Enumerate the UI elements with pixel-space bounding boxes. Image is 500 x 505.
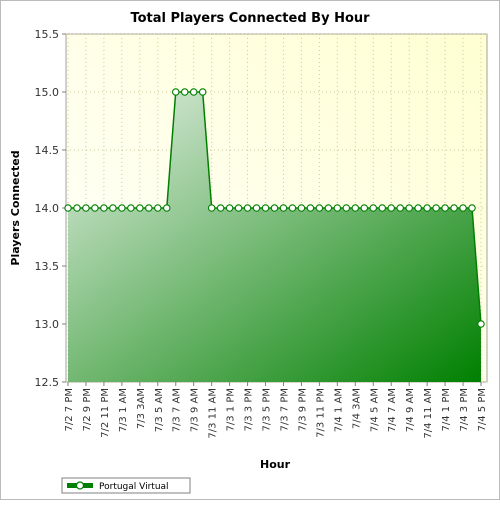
data-point bbox=[216, 204, 225, 212]
x-tick-label: 7/3 3AM bbox=[136, 388, 147, 429]
data-point bbox=[243, 204, 252, 212]
y-tick-label: 13.0 bbox=[35, 318, 60, 331]
x-axis: 7/2 7 PM 7/2 9 PM 7/2 11 PM 7/3 1 AM 7/3 3AM… bbox=[64, 382, 488, 439]
x-tick-label: 7/2 9 PM bbox=[82, 388, 93, 431]
data-point bbox=[82, 204, 90, 212]
data-point bbox=[342, 204, 351, 212]
data-point bbox=[432, 204, 440, 212]
data-point bbox=[136, 204, 144, 212]
y-axis-label: Players Connected bbox=[9, 150, 22, 265]
x-tick-label: 7/3 9 PM bbox=[297, 388, 308, 431]
data-point bbox=[405, 204, 413, 212]
data-point bbox=[73, 204, 81, 212]
data-point bbox=[127, 204, 135, 212]
data-point bbox=[207, 204, 216, 212]
data-point bbox=[387, 204, 395, 212]
x-tick-label: 7/2 7 PM bbox=[64, 388, 75, 431]
x-tick-label: 7/3 3 PM bbox=[244, 388, 255, 431]
data-point bbox=[378, 204, 386, 212]
legend-entry: Portugal Virtual bbox=[99, 482, 169, 492]
data-point bbox=[109, 204, 117, 212]
data-point bbox=[171, 88, 180, 96]
legend-box bbox=[61, 477, 191, 494]
y-tick-label: 14.0 bbox=[35, 202, 60, 215]
data-point bbox=[189, 88, 198, 96]
data-point bbox=[288, 204, 297, 212]
data-point bbox=[234, 204, 243, 212]
chart-title: Total Players Connected By Hour bbox=[130, 11, 370, 26]
data-point bbox=[423, 204, 431, 212]
y-tick-label: 14.5 bbox=[35, 144, 60, 157]
data-point bbox=[360, 204, 369, 212]
x-tick-label: 7/4 1 AM bbox=[333, 388, 344, 432]
data-point bbox=[333, 204, 342, 212]
x-tick-label: 7/3 5 PM bbox=[262, 388, 273, 431]
data-point bbox=[441, 204, 449, 212]
data-point bbox=[351, 204, 360, 212]
x-tick-label: 7/4 3AM bbox=[351, 388, 362, 429]
x-tick-label: 7/4 5 PM bbox=[477, 388, 488, 431]
data-point bbox=[252, 204, 261, 212]
data-point bbox=[414, 204, 422, 212]
data-point bbox=[396, 204, 404, 212]
data-point bbox=[118, 204, 126, 212]
x-tick-label: 7/4 9 AM bbox=[405, 388, 416, 432]
data-point bbox=[225, 204, 234, 212]
legend-swatch-marker bbox=[75, 481, 85, 490]
x-tick-label: 7/3 11 AM bbox=[208, 388, 219, 439]
x-tick-label: 7/4 1 PM bbox=[441, 388, 452, 431]
data-point bbox=[315, 204, 324, 212]
y-tick-label: 15.0 bbox=[35, 86, 60, 99]
data-point bbox=[270, 204, 279, 212]
data-point bbox=[306, 204, 315, 212]
x-tick-label: 7/4 7 AM bbox=[387, 388, 398, 432]
data-point bbox=[324, 204, 333, 212]
x-tick-label: 7/3 1 AM bbox=[118, 388, 129, 432]
legend: Portugal Virtual bbox=[61, 477, 191, 494]
data-point bbox=[145, 204, 153, 212]
series-area-fill bbox=[68, 92, 481, 382]
data-point bbox=[477, 320, 485, 328]
x-tick-label: 7/3 7 PM bbox=[279, 388, 290, 431]
data-point bbox=[450, 204, 458, 212]
data-point bbox=[163, 204, 171, 212]
data-point bbox=[459, 204, 467, 212]
data-point bbox=[180, 88, 189, 96]
x-tick-label: 7/3 11 PM bbox=[315, 388, 326, 438]
x-tick-label: 7/4 5 AM bbox=[369, 388, 380, 432]
x-tick-label: 7/3 5 AM bbox=[154, 388, 165, 432]
x-tick-label: 7/3 1 PM bbox=[226, 388, 237, 431]
data-point bbox=[100, 204, 108, 212]
x-tick-label: 7/3 9 AM bbox=[190, 388, 201, 432]
data-point bbox=[297, 204, 306, 212]
data-point bbox=[369, 204, 378, 212]
y-tick-label: 13.5 bbox=[35, 260, 60, 273]
x-tick-label: 7/3 7 AM bbox=[172, 388, 183, 432]
y-tick-label: 15.5 bbox=[35, 28, 60, 41]
x-tick-label: 7/4 11 AM bbox=[423, 388, 434, 439]
data-point bbox=[468, 204, 476, 212]
data-point bbox=[91, 204, 99, 212]
x-tick-label: 7/2 11 PM bbox=[100, 388, 111, 438]
x-tick-label: 7/4 3 PM bbox=[459, 388, 470, 431]
data-point bbox=[261, 204, 270, 212]
y-tick-label: 12.5 bbox=[35, 376, 60, 389]
series-area bbox=[64, 88, 485, 382]
y-axis: 12.5 13.0 13.5 14.0 14.5 15.0 15.5 bbox=[35, 28, 66, 389]
data-point bbox=[279, 204, 288, 212]
data-point bbox=[154, 204, 162, 212]
data-point bbox=[198, 88, 207, 96]
x-axis-label: Hour bbox=[260, 458, 291, 471]
